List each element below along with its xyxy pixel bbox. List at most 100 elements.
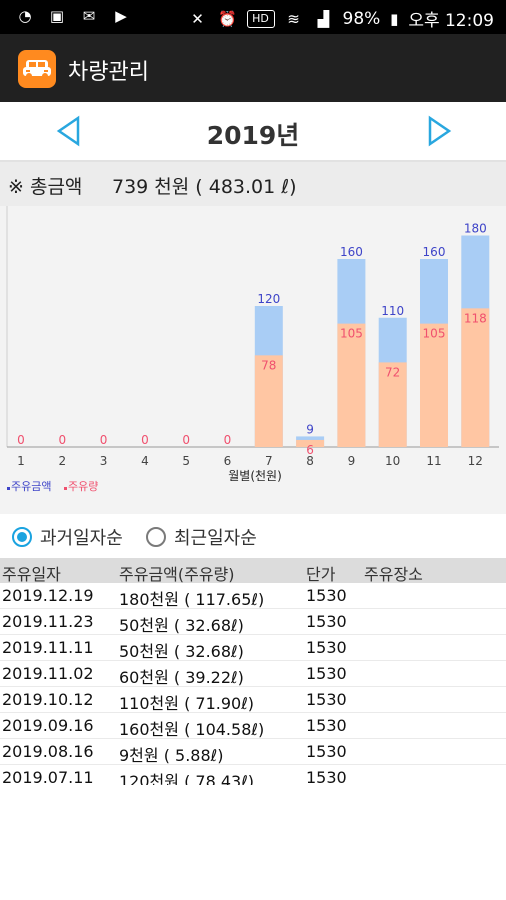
x-tick-1: 1 bbox=[17, 454, 25, 468]
cell-date: 2019.12.19 bbox=[2, 586, 94, 605]
legend-volume-marker bbox=[64, 487, 67, 490]
x-tick-8: 8 bbox=[306, 454, 314, 468]
bar-volume-12 bbox=[461, 308, 490, 447]
x-tick-7: 7 bbox=[265, 454, 273, 468]
app-title: 차량관리 bbox=[68, 60, 149, 85]
table-row[interactable]: 2019.11.02 60천원 ( 39.22ℓ) 1530 bbox=[0, 661, 506, 687]
x-tick-5: 5 bbox=[182, 454, 190, 468]
cell-amount: 110천원 ( 71.90ℓ) bbox=[119, 694, 255, 713]
cell-unit-price: 1530 bbox=[306, 716, 347, 735]
cell-amount: 160천원 ( 104.58ℓ) bbox=[119, 720, 265, 739]
label-amount-9: 160 bbox=[340, 245, 363, 259]
label-volume-11: 105 bbox=[423, 327, 446, 341]
label-amount-10: 110 bbox=[381, 304, 404, 318]
empty-area bbox=[0, 785, 506, 900]
bar-volume-10 bbox=[378, 362, 407, 447]
total-label: ※ 총금액 bbox=[8, 176, 83, 198]
radio-past-first-label: 과거일자순 bbox=[40, 528, 123, 549]
label-volume-9: 105 bbox=[340, 327, 363, 341]
year-navigation: 2019년 bbox=[0, 102, 506, 162]
label-volume-3: 0 bbox=[100, 433, 108, 447]
table-row[interactable]: 2019.08.16 9천원 ( 5.88ℓ) 1530 bbox=[0, 739, 506, 765]
chevron-right-icon bbox=[428, 115, 452, 147]
x-tick-10: 10 bbox=[385, 454, 400, 468]
cell-unit-price: 1530 bbox=[306, 586, 347, 605]
bar-volume-8 bbox=[296, 439, 325, 447]
total-value: 739 천원 ( 483.01 ℓ) bbox=[112, 176, 297, 198]
youtube-icon: ▶ bbox=[115, 7, 127, 25]
cell-date: 2019.11.11 bbox=[2, 638, 94, 657]
radio-circle-icon bbox=[146, 527, 166, 547]
hd-icon: HD bbox=[246, 9, 275, 28]
label-volume-6: 0 bbox=[224, 433, 232, 447]
table-row[interactable]: 2019.11.11 50천원 ( 32.68ℓ) 1530 bbox=[0, 635, 506, 661]
clock: 오후 12:09 bbox=[408, 11, 494, 31]
sort-order: 과거일자순 최근일자순 bbox=[0, 514, 506, 558]
cell-unit-price: 1530 bbox=[306, 612, 347, 631]
cell-amount: 180천원 ( 117.65ℓ) bbox=[119, 590, 265, 609]
label-amount-7: 120 bbox=[257, 292, 280, 306]
status-left-icons: ◔ ▣ ✉ ▶ bbox=[14, 6, 132, 26]
label-amount-8: 9 bbox=[306, 422, 314, 436]
table-header: 주유일자 주유금액(주유량) 단가 주유장소 bbox=[0, 558, 506, 584]
status-right-icons: ✕ ⏰ HD ≋ ▟ 98% ▮ 오후 12:09 bbox=[187, 6, 494, 32]
x-tick-12: 12 bbox=[468, 454, 483, 468]
cell-amount: 50천원 ( 32.68ℓ) bbox=[119, 616, 244, 635]
legend-amount: 주유금액 bbox=[11, 480, 51, 493]
cell-unit-price: 1530 bbox=[306, 768, 347, 787]
label-volume-2: 0 bbox=[58, 433, 66, 447]
mute-icon: ✕ bbox=[191, 9, 204, 28]
bar-volume-7 bbox=[254, 355, 283, 447]
cell-unit-price: 1530 bbox=[306, 664, 347, 683]
label-volume-5: 0 bbox=[182, 433, 190, 447]
alarm-icon: ⏰ bbox=[218, 9, 237, 28]
next-year-button[interactable] bbox=[424, 115, 454, 147]
x-tick-3: 3 bbox=[100, 454, 108, 468]
header-place: 주유장소 bbox=[364, 565, 423, 584]
cell-amount: 9천원 ( 5.88ℓ) bbox=[119, 746, 224, 765]
x-axis-label: 월별(천원) bbox=[228, 468, 282, 483]
radio-past-first[interactable]: 과거일자순 bbox=[12, 524, 123, 550]
header-date: 주유일자 bbox=[2, 565, 61, 584]
cell-date: 2019.07.11 bbox=[2, 768, 94, 787]
cell-amount: 50천원 ( 32.68ℓ) bbox=[119, 642, 244, 661]
cell-date: 2019.08.16 bbox=[2, 742, 94, 761]
fuel-records-table: 주유일자 주유금액(주유량) 단가 주유장소 2019.12.19 180천원 (… bbox=[0, 558, 506, 791]
cell-date: 2019.11.02 bbox=[2, 664, 94, 683]
label-volume-12: 118 bbox=[464, 311, 487, 325]
cell-unit-price: 1530 bbox=[306, 742, 347, 761]
x-tick-4: 4 bbox=[141, 454, 149, 468]
x-tick-6: 6 bbox=[224, 454, 232, 468]
label-amount-11: 160 bbox=[423, 245, 446, 259]
header-unit-price: 단가 bbox=[306, 565, 336, 584]
signal-icon: ▟ bbox=[317, 9, 330, 28]
table-row[interactable]: 2019.12.19 180천원 ( 117.65ℓ) 1530 bbox=[0, 583, 506, 609]
radio-recent-first-label: 최근일자순 bbox=[174, 528, 257, 549]
car-logo-icon bbox=[18, 50, 56, 88]
x-tick-9: 9 bbox=[348, 454, 356, 468]
table-row[interactable]: 2019.09.16 160천원 ( 104.58ℓ) 1530 bbox=[0, 713, 506, 739]
year-title: 2019년 bbox=[206, 121, 300, 150]
label-volume-1: 0 bbox=[17, 433, 25, 447]
radio-recent-first[interactable]: 최근일자순 bbox=[146, 524, 257, 550]
wifi-icon: ≋ bbox=[287, 9, 300, 28]
radio-circle-icon bbox=[12, 527, 32, 547]
cell-unit-price: 1530 bbox=[306, 690, 347, 709]
label-volume-4: 0 bbox=[141, 433, 149, 447]
status-bar: ◔ ▣ ✉ ▶ ✕ ⏰ HD ≋ ▟ 98% ▮ 오후 12:09 bbox=[0, 0, 506, 34]
previous-year-button[interactable] bbox=[54, 115, 84, 147]
mail-icon: ✉ bbox=[82, 7, 96, 25]
label-volume-7: 78 bbox=[261, 358, 276, 372]
sync-icon: ◔ bbox=[18, 7, 32, 25]
x-tick-2: 2 bbox=[58, 454, 66, 468]
legend-volume: 주유량 bbox=[68, 480, 98, 493]
table-row[interactable]: 2019.11.23 50천원 ( 32.68ℓ) 1530 bbox=[0, 609, 506, 635]
x-tick-11: 11 bbox=[426, 454, 441, 468]
image-icon: ▣ bbox=[49, 7, 65, 25]
cell-date: 2019.09.16 bbox=[2, 716, 94, 735]
header-amount: 주유금액(주유량) bbox=[119, 565, 235, 584]
table-row[interactable]: 2019.10.12 110천원 ( 71.90ℓ) 1530 bbox=[0, 687, 506, 713]
chevron-left-icon bbox=[56, 115, 80, 147]
